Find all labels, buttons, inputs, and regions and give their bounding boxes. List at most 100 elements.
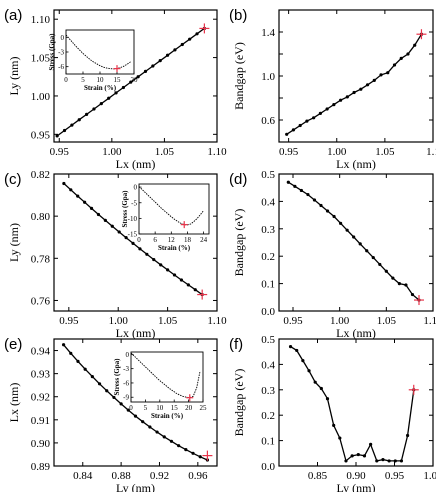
x-axis-label: Ly (nm): [337, 481, 376, 492]
data-point: [69, 188, 73, 192]
inset-x-tick-label: 0: [64, 76, 68, 84]
y-tick-label: 0.1: [261, 279, 275, 291]
data-point: [62, 181, 66, 186]
data-point: [141, 420, 145, 424]
y-tick-label: 0.93: [31, 369, 51, 381]
data-point: [177, 444, 181, 448]
y-tick-label: 0.90: [31, 438, 51, 450]
inset-frame: [130, 351, 204, 403]
data-point: [105, 389, 109, 393]
data-point: [352, 235, 356, 239]
data-point: [299, 188, 303, 193]
data-point: [375, 459, 379, 463]
panel-label: (a): [4, 7, 22, 24]
inset-x-tick-label: 20: [185, 404, 193, 412]
y-tick-label: 0.2: [261, 251, 275, 263]
data-point: [172, 273, 177, 277]
data-point: [188, 37, 192, 41]
data-point: [76, 359, 80, 363]
inset-x-tick-label: 25: [200, 404, 208, 412]
y-tick-label: 0.5: [261, 334, 275, 346]
y-tick-label: 0.2: [261, 410, 275, 422]
data-point: [92, 107, 96, 111]
plot-frame: [278, 9, 434, 143]
data-point: [198, 455, 202, 459]
y-tick-label: 0.1: [261, 436, 275, 448]
data-point: [89, 206, 94, 210]
data-point: [387, 459, 391, 463]
data-point: [186, 283, 190, 287]
data-point: [386, 71, 390, 75]
y-tick-label: 0.0: [261, 306, 275, 318]
x-axis-label: Lx (nm): [116, 157, 156, 171]
x-tick-label: 0.95: [50, 146, 70, 158]
data-point: [165, 53, 170, 57]
data-point: [145, 252, 149, 256]
plot-frame: [53, 9, 218, 143]
data-point: [136, 75, 140, 79]
data-point: [55, 134, 59, 138]
data-point: [393, 459, 397, 463]
data-point: [325, 107, 329, 111]
inset-x-tick-label: 10: [97, 76, 105, 84]
x-tick-label: 1.05: [155, 146, 175, 158]
inset-y-tick-label: -3: [58, 49, 64, 57]
data-point: [169, 439, 174, 443]
data-point: [319, 386, 323, 391]
data-point: [379, 73, 383, 77]
x-tick-label: 0.85: [308, 470, 328, 482]
x-tick-label: 0.95: [59, 315, 79, 327]
y-tick-label: 0.0: [261, 461, 275, 473]
panel-a: (a) 0.95 1.00 1.05 1.10 0.95 1.00 1.05 1.10 Lx (n…: [4, 7, 227, 171]
inset-x-tick-label: 5: [144, 404, 148, 412]
data-point: [307, 369, 311, 373]
data-point: [318, 111, 322, 115]
panel-label: (e): [4, 336, 22, 353]
data-point: [151, 64, 155, 68]
data-point: [83, 367, 87, 371]
inset-x-tick-label: 24: [200, 236, 208, 244]
data-point: [193, 288, 197, 292]
data-point: [369, 442, 373, 447]
inset-y-tick-label: -10: [128, 215, 138, 223]
inset-x-axis-label: Strain (%): [151, 412, 184, 420]
y-tick-label: 0.80: [31, 211, 51, 223]
plot-frame: [278, 338, 434, 467]
x-tick-label: 1.00: [423, 470, 436, 482]
data-point: [166, 268, 170, 272]
data-point: [184, 448, 188, 452]
y-tick-label: 0.92: [31, 392, 50, 404]
data-point: [399, 459, 404, 463]
y-tick-label: 0.6: [261, 115, 275, 127]
inset-y-tick-label: -3: [123, 365, 129, 373]
panel-label: (c): [4, 171, 22, 188]
data-point: [138, 247, 142, 251]
data-point: [99, 102, 103, 106]
x-tick-label: 0.96: [188, 470, 208, 482]
inset-y-tick-label: -5: [131, 199, 137, 207]
data-point: [352, 90, 356, 95]
data-point: [62, 128, 67, 133]
inset-y-tick-label: 0: [134, 184, 138, 192]
data-point: [121, 85, 126, 90]
data-point: [162, 435, 166, 439]
x-tick-label: 0.92: [150, 470, 169, 482]
data-point: [381, 458, 385, 462]
data-point: [285, 132, 289, 136]
inset-y-tick-label: -6: [123, 379, 129, 387]
inset-y-tick-label: -9: [123, 394, 129, 402]
inset-x-axis-label: Strain (%): [84, 84, 117, 92]
x-tick-label: 1.05: [375, 146, 395, 158]
plot-frame: [53, 338, 218, 467]
data-point: [191, 451, 195, 455]
x-axis-label: Lx (nm): [336, 326, 376, 340]
inset-series-line: [65, 34, 131, 70]
y-tick-label: 0.4: [261, 359, 275, 371]
data-point: [143, 69, 148, 73]
data-point: [359, 87, 363, 91]
panel-d: (d) 0.95 1.00 1.05 1.10 0.0 0.1 0.2 0.3 0.4 0.5 Lx …: [229, 169, 436, 340]
panel-label: (f): [229, 336, 243, 353]
x-tick-label: 0.88: [111, 470, 131, 482]
data-point: [107, 96, 111, 100]
